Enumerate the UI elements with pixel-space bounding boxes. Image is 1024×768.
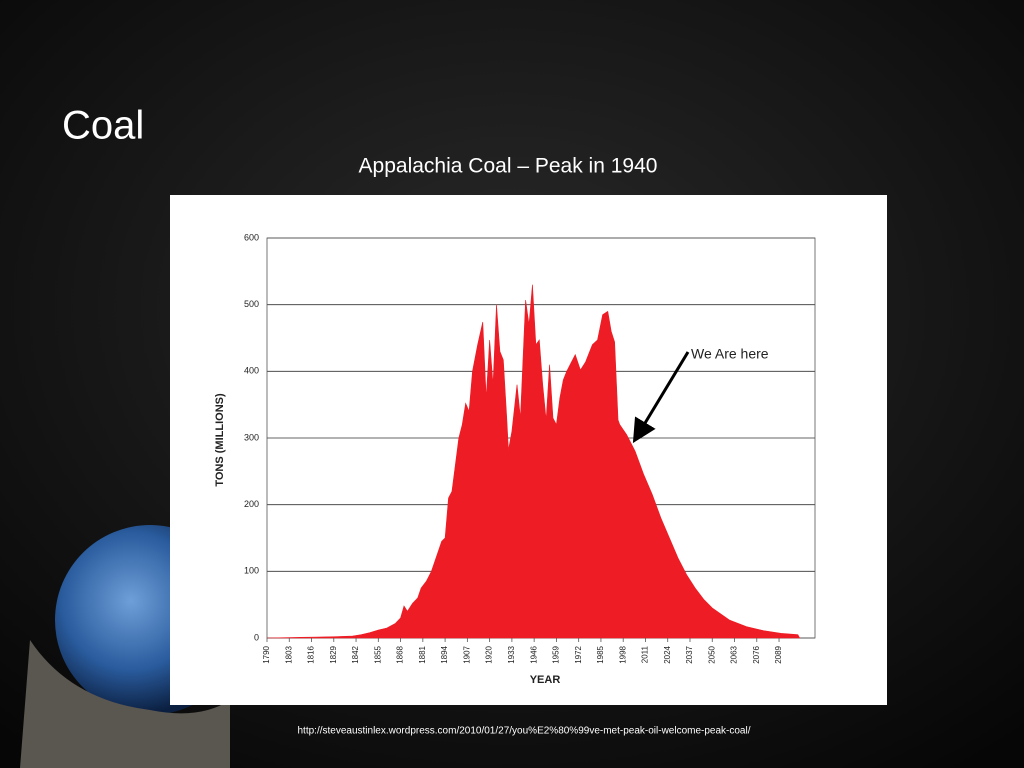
y-tick-label: 100 [244, 566, 259, 576]
x-tick-label: 1816 [307, 645, 316, 663]
y-tick-label: 200 [244, 499, 259, 509]
x-tick-label: 1803 [284, 645, 293, 663]
y-tick-label: 500 [244, 299, 259, 309]
hands-image [20, 640, 230, 768]
x-tick-label: 1907 [462, 645, 471, 663]
y-tick-label: 400 [244, 366, 259, 376]
annotation: We Are here [691, 346, 769, 362]
x-tick-label: 2050 [707, 645, 716, 663]
x-tick-label: 2063 [730, 645, 739, 663]
y-tick-label: 600 [244, 232, 259, 242]
x-tick-label: 1959 [552, 645, 561, 663]
x-tick-label: 1790 [262, 645, 271, 663]
x-tick-label: 1868 [396, 645, 405, 663]
x-tick-label: 1829 [329, 645, 338, 663]
x-tick-label: 1894 [440, 645, 449, 663]
y-tick-label: 300 [244, 432, 259, 442]
x-tick-label: 1972 [574, 645, 583, 663]
y-axis-label: TONS (MILLIONS) [214, 393, 226, 487]
x-tick-label: 1946 [529, 645, 538, 663]
slide-title: Coal [62, 104, 144, 148]
chart-title: Appalachia Coal – Peak in 1940 [359, 155, 658, 178]
x-tick-label: 1881 [418, 645, 427, 663]
source-link: http://steveaustinlex.wordpress.com/2010… [297, 726, 750, 737]
x-tick-label: 1998 [618, 645, 627, 663]
x-tick-label: 1985 [596, 645, 605, 663]
x-tick-label: 1920 [485, 645, 494, 663]
y-tick-label: 0 [254, 632, 259, 642]
x-tick-label: 1855 [373, 645, 382, 663]
x-axis-label: YEAR [530, 674, 561, 686]
x-tick-label: 1933 [507, 645, 516, 663]
x-tick-label: 2076 [752, 645, 761, 663]
x-tick-label: 2037 [685, 645, 694, 663]
annotation-arrow [632, 351, 690, 444]
x-tick-label: 2024 [663, 645, 672, 663]
area [266, 284, 801, 639]
x-tick-label: 1842 [351, 645, 360, 663]
x-tick-label: 2011 [641, 645, 650, 663]
x-tick-label: 2089 [774, 645, 783, 663]
